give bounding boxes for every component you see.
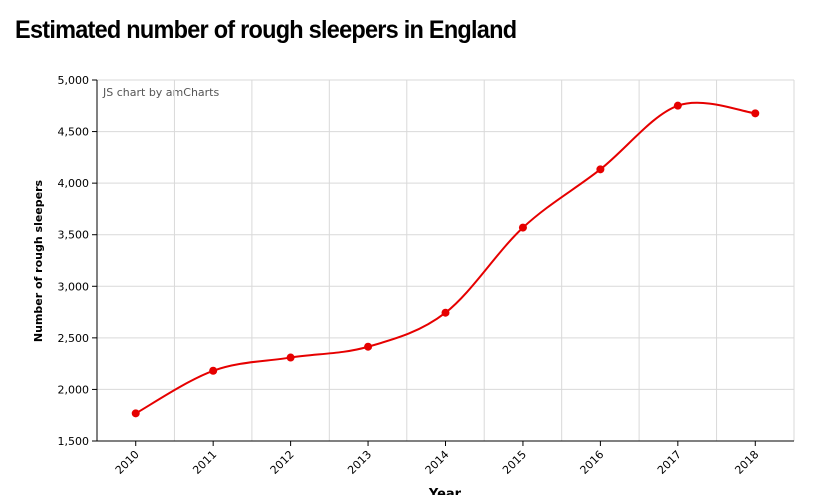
point — [596, 165, 605, 174]
point — [209, 366, 218, 375]
y-tick-label: 3,500 — [58, 229, 90, 242]
y-tick-label: 5,000 — [58, 74, 90, 87]
credit: JS chart by amCharts — [102, 86, 219, 99]
point — [364, 342, 373, 351]
y-tick-label: 4,500 — [58, 126, 90, 139]
x-tick-label: 2014 — [423, 448, 452, 477]
y-tick-label: 3,000 — [58, 280, 90, 293]
y-axis-label: Number of rough sleepers — [32, 179, 45, 342]
point — [131, 409, 140, 418]
x-tick-label: 2017 — [655, 448, 684, 477]
x-tick-label: 2015 — [500, 448, 529, 477]
point — [441, 308, 450, 317]
x-tick-label: 2016 — [578, 448, 607, 477]
point — [673, 101, 682, 110]
chart-title: Estimated number of rough sleepers in En… — [15, 16, 516, 44]
x-tick-label: 2013 — [345, 448, 374, 477]
x-tick-label: 2011 — [190, 448, 219, 477]
x-tick-label: 2010 — [113, 448, 142, 477]
point — [518, 223, 527, 232]
y-tick-label: 1,500 — [58, 435, 90, 448]
point — [286, 353, 295, 362]
x-tick-label: 2012 — [268, 448, 297, 477]
x-axis-label: Year — [428, 487, 462, 495]
y-tick-label: 4,000 — [58, 177, 90, 190]
point — [751, 109, 760, 118]
y-tick-label: 2,000 — [58, 383, 90, 396]
x-tick-label: 2018 — [732, 448, 761, 477]
y-tick-label: 2,500 — [58, 332, 90, 345]
line — [135, 101, 756, 415]
